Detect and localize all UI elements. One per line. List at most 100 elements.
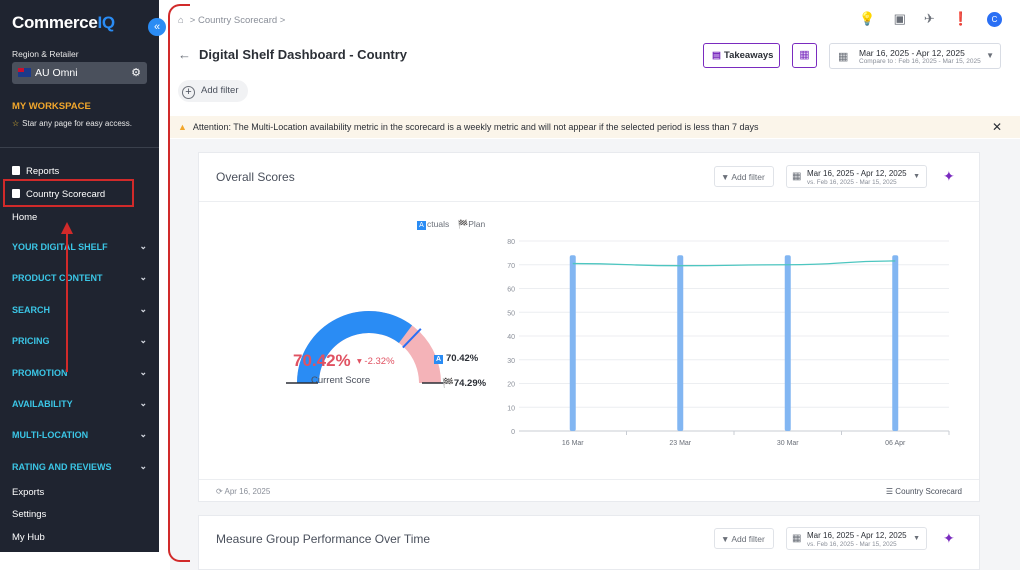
caret-down-icon: ▼	[913, 535, 920, 542]
sidebar-item-home[interactable]: Home	[12, 212, 38, 223]
sidebar-section-availability[interactable]: AVAILABILITY ⌄	[12, 398, 147, 409]
chart-bar	[677, 255, 684, 431]
breadcrumb: ⌂ > Country Scorecard >	[178, 15, 286, 26]
region-selector[interactable]: AU Omni ⚙	[12, 62, 147, 84]
y-tick-label: 10	[507, 405, 515, 412]
chevron-down-icon: ⌄	[139, 241, 147, 251]
back-arrow-icon[interactable]: ←	[178, 47, 191, 62]
card-title: Overall Scores	[216, 170, 295, 184]
y-tick-label: 20	[507, 382, 515, 389]
notes-icon: ▤	[712, 50, 721, 61]
calendar-icon: ▦	[792, 533, 802, 544]
score-delta: ▾ -2.32%	[357, 356, 395, 367]
add-filter-button[interactable]: + Add filter	[178, 80, 248, 102]
page-title: ← Digital Shelf Dashboard - Country	[178, 47, 408, 62]
legend-plan: Plan	[468, 219, 486, 229]
sidebar-section-promotion[interactable]: PROMOTION ⌄	[12, 367, 147, 378]
sparkle-icon[interactable]: ✦	[943, 168, 955, 184]
sidebar-section-rating-reviews[interactable]: RATING AND REVIEWS ⌄	[12, 461, 147, 472]
card-divider	[199, 201, 979, 202]
chart-bar	[569, 255, 576, 431]
presentation-button[interactable]: ▦	[792, 43, 817, 68]
legend-actuals: ctuals	[427, 219, 450, 229]
sidebar-item-settings[interactable]: Settings	[12, 509, 47, 520]
sidebar-section-digital-shelf[interactable]: YOUR DIGITAL SHELF ⌄	[12, 241, 147, 252]
x-tick-label: 06 Apr	[885, 440, 906, 447]
workspace-title: MY WORKSPACE	[12, 101, 91, 112]
avatar[interactable]: C	[987, 11, 1002, 27]
report-icon	[12, 166, 20, 175]
card-title: Measure Group Performance Over Time	[216, 532, 431, 546]
chart-bar	[784, 255, 791, 431]
date-range-value: Mar 16, 2025 - Apr 12, 2025	[859, 48, 965, 58]
sidebar-section-multi-location[interactable]: MULTI-LOCATION ⌄	[12, 429, 147, 440]
y-tick-label: 0	[511, 429, 515, 436]
workspace-hint: ☆ Star any page for easy access.	[12, 119, 133, 128]
card-add-filter-button[interactable]: ▼ Add filter	[714, 528, 774, 549]
card-footer-divider	[199, 479, 979, 480]
sidebar-item-my-hub[interactable]: My Hub	[12, 532, 45, 543]
close-icon[interactable]: ✕	[991, 120, 1002, 134]
weekly-score-chart: 0 10 20 30 40 50 60 70 80 16 Mar 23 Mar 30 Mar 06 Ap…	[507, 239, 950, 447]
gauge-actual-arc	[297, 311, 413, 384]
attention-banner: ▲ Attention: The Multi-Location availabil…	[170, 116, 1020, 138]
database-icon: ☰	[885, 487, 896, 496]
annotation-arrow-line	[66, 232, 68, 372]
star-icon: ☆	[12, 119, 20, 128]
archive-icon[interactable]: ▣	[893, 11, 906, 26]
sidebar-item-reports[interactable]: Reports	[12, 166, 147, 177]
sparkle-icon[interactable]: ✦	[943, 530, 955, 546]
card-add-filter-button[interactable]: ▼ Add filter	[714, 166, 774, 187]
feedback-icon[interactable]: ❗	[952, 11, 969, 26]
home-icon[interactable]: ⌂	[178, 15, 184, 26]
caret-down-icon: ▾	[357, 356, 365, 367]
chart-bar	[892, 255, 899, 431]
chart-line	[572, 260, 896, 267]
actuals-marker-icon: A	[434, 355, 443, 364]
card-date-compare: vs. Feb 16, 2025 - Mar 15, 2025	[807, 179, 897, 186]
logo: CommerceIQ	[12, 13, 115, 32]
x-tick-label: 16 Mar	[562, 440, 584, 447]
chevron-down-icon: ⌄	[139, 398, 147, 408]
sidebar-item-country-scorecard[interactable]: Country Scorecard	[12, 189, 147, 200]
takeaways-button[interactable]: ▤ Takeaways	[703, 43, 780, 68]
rocket-icon[interactable]: ✈	[923, 11, 935, 26]
presentation-icon: ▦	[799, 49, 810, 61]
card-footer-date: ⟳ Apr 16, 2025	[216, 487, 271, 496]
checkered-flag-icon: 🏁	[457, 219, 469, 229]
card-date-picker[interactable]: ▦ Mar 16, 2025 - Apr 12, 2025 vs. Feb 16…	[786, 165, 927, 188]
main-content: ⌂ > Country Scorecard > 💡 ▣ ✈ ❗ C ← Digita…	[168, 0, 1020, 570]
store-icon	[12, 189, 20, 198]
calendar-icon: ▦	[792, 171, 802, 182]
y-tick-label: 80	[507, 239, 515, 246]
calendar-icon: ▦	[838, 51, 849, 63]
card-date-picker[interactable]: ▦ Mar 16, 2025 - Apr 12, 2025 vs. Feb 16…	[786, 527, 927, 550]
gear-icon[interactable]: ⚙	[131, 67, 141, 79]
sidebar-divider	[0, 147, 159, 148]
date-range-picker[interactable]: ▦ Mar 16, 2025 - Apr 12, 2025 Compare to…	[829, 43, 1001, 69]
chevron-down-icon: ⌄	[139, 367, 147, 377]
chevron-down-icon: ⌄	[139, 272, 147, 282]
sidebar-section-search[interactable]: SEARCH ⌄	[12, 304, 147, 315]
sidebar-item-exports[interactable]: Exports	[12, 487, 45, 498]
gauge-actual-value: A 70.42%	[434, 353, 479, 364]
y-tick-label: 30	[507, 358, 515, 365]
chevron-down-icon: ⌄	[139, 461, 147, 471]
breadcrumb-item[interactable]: Country Scorecard	[197, 15, 278, 26]
filter-icon: ▼	[721, 534, 732, 544]
chevron-down-icon: ⌄	[139, 304, 147, 314]
measure-group-card: Measure Group Performance Over Time ▼ Ad…	[198, 515, 980, 570]
highlight-box	[3, 179, 134, 207]
card-footer-source[interactable]: ☰ Country Scorecard	[885, 487, 962, 496]
lightbulb-icon[interactable]: 💡	[859, 11, 876, 26]
warning-icon: ▲	[178, 122, 187, 132]
sidebar-section-pricing[interactable]: PRICING ⌄	[12, 335, 147, 346]
collapse-sidebar-button[interactable]: «	[148, 18, 166, 36]
plus-icon: +	[182, 86, 195, 99]
x-tick-label: 30 Mar	[777, 440, 799, 447]
filter-icon: ▼	[721, 172, 732, 182]
sidebar-section-product-content[interactable]: PRODUCT CONTENT ⌄	[12, 272, 147, 283]
card-date-compare: vs. Feb 16, 2025 - Mar 15, 2025	[807, 541, 897, 548]
